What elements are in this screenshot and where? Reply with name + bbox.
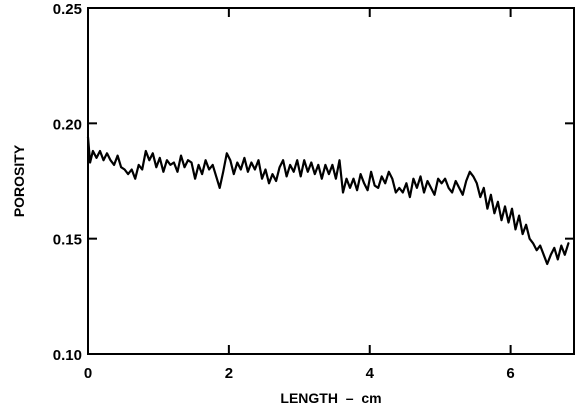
x-axis-title: LENGTH – cm (280, 390, 381, 406)
y-axis-tick-labels: 0.10 0.15 0.20 0.25 (53, 1, 82, 364)
plot-area (86, 7, 575, 355)
x-tick-label: 0 (84, 365, 92, 382)
y-axis-title: POROSITY (11, 144, 27, 217)
y-axis-ticks (88, 7, 574, 355)
series-line-porosity (86, 136, 570, 266)
y-tick-label: 0.10 (53, 347, 82, 364)
x-axis-ticks (87, 8, 512, 354)
x-tick-label: 2 (225, 365, 233, 382)
y-tick-label: 0.25 (53, 1, 82, 18)
x-axis-tick-labels: 0 2 4 6 (84, 365, 515, 382)
series-layer (86, 136, 570, 266)
y-tick-label: 0.15 (53, 232, 82, 249)
plot-frame (87, 7, 575, 355)
x-tick-label: 4 (366, 365, 375, 382)
y-tick-label: 0.20 (53, 116, 82, 133)
x-tick-label: 6 (506, 365, 514, 382)
